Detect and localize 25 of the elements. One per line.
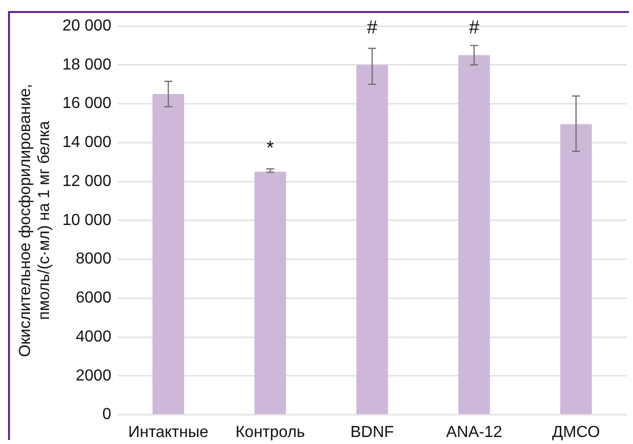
x-tick-label: Контроль xyxy=(235,424,305,441)
bar xyxy=(560,124,592,414)
y-tick-label: 8000 xyxy=(76,250,112,268)
bar xyxy=(356,64,388,414)
y-tick-label: 10 000 xyxy=(62,212,112,229)
y-tick-label: 16 000 xyxy=(62,95,112,112)
bar xyxy=(458,55,490,414)
x-tick-label: BDNF xyxy=(350,424,394,441)
y-tick-label: 20 000 xyxy=(62,17,112,34)
bar xyxy=(254,172,286,414)
y-tick-label: 4000 xyxy=(76,328,112,346)
y-tick-label: 14 000 xyxy=(62,134,112,152)
annotation: # xyxy=(366,18,378,39)
annotation: # xyxy=(468,18,480,39)
annotation: * xyxy=(266,138,275,160)
x-tick-label: ANA-12 xyxy=(446,424,502,441)
y-tick-label: 0 xyxy=(102,406,112,424)
y-tick-label: 18 000 xyxy=(62,56,112,74)
y-axis-title: Окислительное фосфорилирование, пмоль/(с·мл) на 1 мг белка xyxy=(17,84,54,358)
x-tick-label: ДМСО xyxy=(552,424,600,441)
x-tick-label: Интактные xyxy=(128,424,208,441)
bar xyxy=(152,94,184,414)
y-tick-label: 6000 xyxy=(76,290,112,307)
y-tick-label: 2000 xyxy=(76,367,112,384)
y-tick-label: 12 000 xyxy=(62,172,112,190)
